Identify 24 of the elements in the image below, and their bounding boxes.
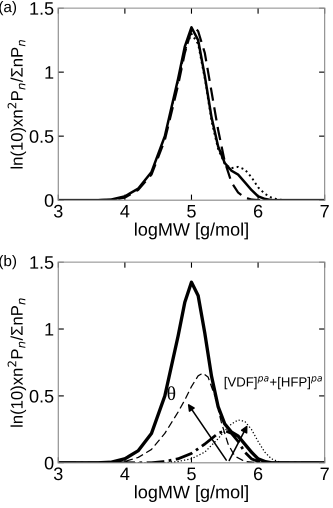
y-tick-label: 0 <box>44 456 54 470</box>
y-tick-label: 0 <box>44 194 54 207</box>
x-tick-label: 5 <box>187 204 196 218</box>
x-axis-title: logMW [g/mol] <box>135 222 248 240</box>
x-tick-label: 3 <box>54 467 63 480</box>
y-tick-label: 1.5 <box>30 256 54 269</box>
annotation: [VDF]$^{pa}$+[HFP]$^{pa}$ <box>224 376 322 390</box>
y-tick-label: 1 <box>45 66 54 79</box>
x-tick-label: 4 <box>120 468 130 480</box>
x-tick-label: 3 <box>54 204 63 218</box>
y-tick-label: 0.5 <box>30 390 54 403</box>
x-tick-label: 7 <box>320 468 329 480</box>
y-axis-title: ln(10)xn$^{2}$P$_{n}$/ΣnP$_{n}$ <box>8 40 26 168</box>
y-axis-title: ln(10)xn$^{2}$P$_{n}$/ΣnP$_{n}$ <box>8 298 26 427</box>
x-tick-label: 6 <box>254 204 262 218</box>
y-tick-label: 0.5 <box>30 130 54 143</box>
annotation: θ <box>168 386 176 400</box>
x-tick-label: 6 <box>254 467 262 480</box>
x-axis-title: logMW [g/mol] <box>135 485 248 502</box>
y-tick-label: 1 <box>45 323 54 336</box>
x-tick-label: 4 <box>120 204 130 218</box>
x-tick-label: 7 <box>320 204 329 218</box>
y-tick-label: 1.5 <box>30 2 54 15</box>
x-tick-label: 5 <box>187 468 196 480</box>
